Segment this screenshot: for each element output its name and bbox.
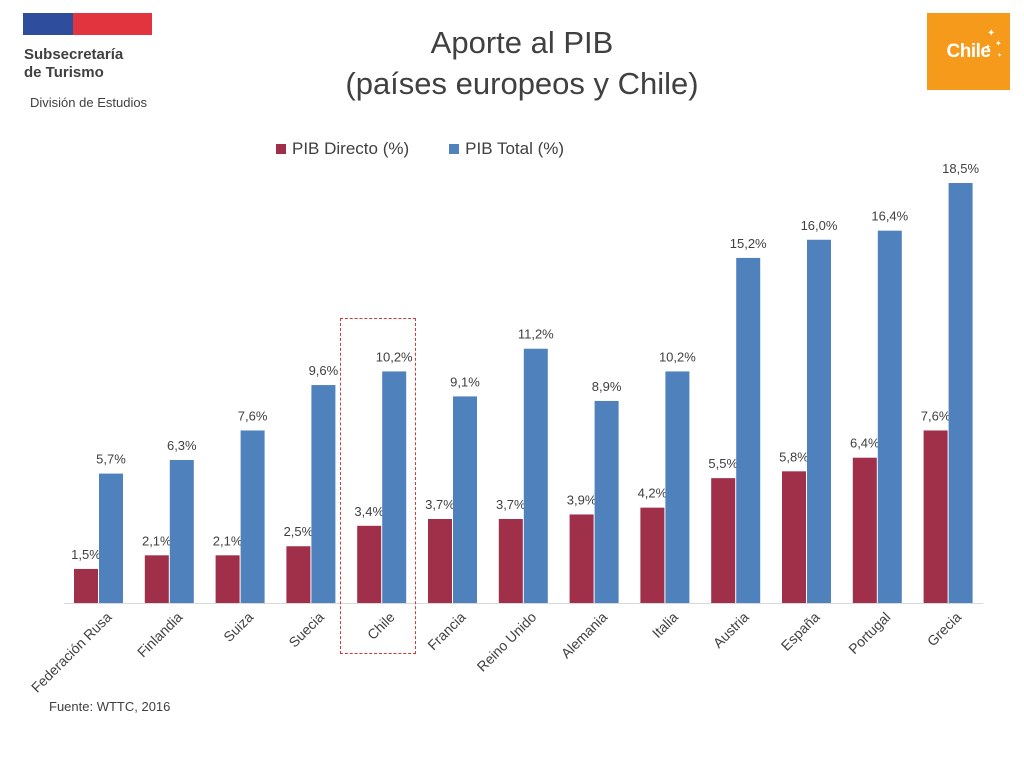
org-name-line2: de Turismo (24, 64, 104, 81)
data-label-total: 8,9% (592, 379, 622, 394)
data-label-direct: 4,2% (638, 486, 668, 501)
category-label: Italia (649, 609, 681, 641)
bar-total (877, 230, 902, 604)
data-label-total: 15,2% (730, 236, 767, 251)
chart-legend: PIB Directo (%) PIB Total (%) (276, 139, 564, 159)
legend-swatch-direct (276, 144, 286, 154)
data-label-direct: 3,9% (567, 492, 597, 507)
division-label: División de Estudios (30, 95, 148, 110)
data-label-total: 11,2% (518, 327, 554, 342)
flag-blue-stripe (23, 13, 73, 35)
category-label: Reino Unido (474, 609, 540, 675)
category-label: Francia (424, 609, 468, 653)
data-label-total: 10,2% (376, 349, 413, 364)
bar-direct (144, 555, 169, 603)
bar-direct (498, 519, 523, 603)
category-label: Portugal (845, 609, 893, 657)
data-label-direct: 5,8% (779, 449, 809, 464)
bar-total (807, 239, 831, 603)
org-name-line1: Subsecretaría (24, 46, 124, 63)
legend-label-direct: PIB Directo (%) (292, 139, 410, 158)
chile-brand-logo: Chile ✦ ✦ ✦ ✦ (927, 13, 1010, 90)
star-icon: ✦ (995, 39, 1002, 48)
bar-direct (782, 471, 806, 603)
bar-direct (852, 457, 877, 603)
category-label: Alemania (558, 609, 611, 662)
data-label-direct: 2,1% (142, 533, 172, 548)
data-label-direct: 5,5% (708, 456, 738, 471)
bar-total (311, 385, 336, 603)
category-label: Finlandia (134, 609, 186, 661)
bar-direct (74, 568, 98, 603)
legend-swatch-total (449, 144, 460, 154)
legend-label-total: PIB Total (%) (465, 139, 565, 158)
category-label: Grecia (924, 609, 965, 650)
bar-direct (286, 546, 311, 603)
data-label-direct: 2,1% (213, 533, 243, 548)
bar-direct (428, 519, 452, 603)
star-icon: ✦ (985, 44, 991, 51)
bar-total (665, 371, 690, 603)
data-label-total: 10,2% (659, 349, 696, 364)
bar-direct (923, 430, 948, 603)
data-label-total: 16,4% (871, 209, 908, 224)
bar-total (382, 371, 407, 603)
government-flag-bar (23, 13, 152, 35)
data-label-direct: 3,4% (354, 504, 384, 519)
bar-direct (569, 514, 594, 603)
data-label-total: 18,5% (942, 161, 979, 176)
category-label: Austria (710, 609, 752, 651)
flag-red-stripe (73, 13, 152, 35)
data-label-total: 5,7% (96, 452, 126, 467)
star-icon: ✦ (997, 53, 1003, 59)
data-label-direct: 7,6% (921, 408, 951, 423)
category-label: Federación Rusa (28, 609, 115, 696)
bar-total (99, 473, 123, 603)
data-label-direct: 3,7% (496, 497, 526, 512)
data-label-total: 9,6% (309, 363, 339, 378)
bar-total (453, 396, 477, 603)
data-label-total: 9,1% (450, 374, 480, 389)
category-label: Suiza (220, 609, 256, 645)
bar-total (523, 348, 548, 603)
chart-title-line2: (países europeos y Chile) (345, 66, 699, 101)
category-label: Suecia (285, 609, 327, 651)
data-label-total: 6,3% (167, 438, 197, 453)
legend-item-total: PIB Total (%) (449, 139, 564, 159)
bar-direct (357, 525, 382, 603)
data-label-direct: 2,5% (284, 524, 314, 539)
bar-total (594, 400, 619, 603)
data-label-direct: 1,5% (71, 547, 101, 562)
data-label-total: 7,6% (238, 408, 268, 423)
chart-title-line1: Aporte al PIB (430, 25, 614, 60)
bar-total (240, 430, 265, 603)
star-icon: ✦ (987, 28, 996, 39)
category-label: España (778, 609, 823, 654)
source-note: Fuente: WTTC, 2016 (49, 699, 171, 714)
chile-highlight-frame (340, 318, 416, 654)
organization-name: Subsecretaría de Turismo (24, 46, 123, 82)
brand-text: Chile (946, 40, 991, 62)
bar-direct (215, 555, 240, 603)
chart-title: Aporte al PIB (países europeos y Chile) (262, 22, 782, 104)
data-label-total: 16,0% (801, 218, 838, 233)
legend-item-direct: PIB Directo (%) (276, 139, 409, 159)
data-label-direct: 6,4% (850, 436, 880, 451)
bar-total (736, 257, 761, 603)
data-label-direct: 3,7% (425, 497, 455, 512)
bar-direct (640, 507, 665, 603)
bar-direct (711, 478, 736, 603)
bar-total (169, 459, 194, 603)
bar-total (948, 183, 973, 603)
